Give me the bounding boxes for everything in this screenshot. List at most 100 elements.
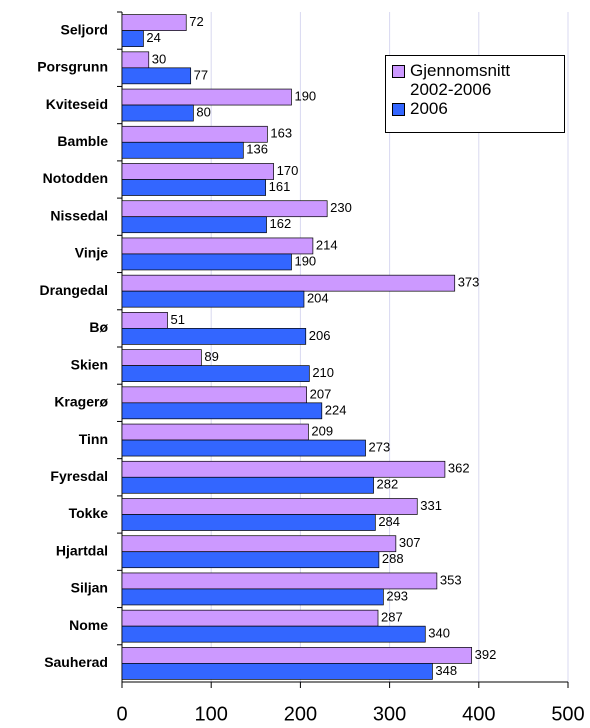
data-label: 282: [377, 477, 399, 492]
data-label: 207: [310, 386, 332, 401]
bar: [121, 535, 397, 553]
bar: [121, 312, 168, 329]
y-tick-label: Tokke: [69, 505, 109, 521]
bar: [121, 476, 374, 494]
y-tick-label: Drangedal: [40, 282, 108, 298]
data-label: 190: [294, 88, 316, 103]
bar: [121, 14, 187, 31]
data-label: 284: [378, 514, 400, 529]
bar: [121, 514, 376, 531]
bar: [121, 386, 307, 404]
legend-swatch: [392, 103, 405, 116]
data-label: 206: [309, 328, 331, 343]
data-label: 204: [307, 291, 329, 306]
data-label: 273: [369, 439, 391, 454]
data-label: 362: [448, 461, 470, 476]
data-label: 293: [386, 588, 408, 603]
data-label: 80: [196, 104, 210, 119]
x-tick-label: 500: [551, 703, 584, 725]
bar: [121, 402, 323, 420]
legend-swatch: [392, 65, 405, 78]
bar: [121, 290, 305, 308]
data-label: 230: [330, 200, 352, 215]
data-label: 210: [312, 365, 334, 380]
y-tick-label: Siljan: [71, 580, 108, 596]
y-tick-label: Bamble: [57, 133, 108, 149]
data-label: 51: [170, 312, 184, 327]
bar: [121, 439, 366, 457]
y-tick-label: Vinje: [75, 245, 108, 261]
x-tick-label: 0: [116, 703, 127, 725]
x-tick-label: 400: [462, 703, 495, 725]
data-label: 162: [270, 216, 292, 231]
data-label: 161: [269, 179, 291, 194]
data-label: 136: [246, 142, 268, 157]
bar: [121, 253, 292, 271]
y-tick-label: Tinn: [79, 431, 108, 447]
y-tick-label: Porsgrunn: [37, 59, 108, 75]
bar: [121, 551, 380, 569]
bar: [121, 141, 244, 159]
y-tick-label: Kragerø: [54, 394, 108, 410]
data-label: 170: [277, 163, 299, 178]
bar: [121, 349, 202, 366]
bar: [121, 67, 192, 85]
data-label: 348: [435, 663, 457, 678]
legend-label: Gjennomsnitt 2002-2006: [410, 61, 511, 99]
data-label: 89: [204, 349, 218, 364]
data-label: 353: [440, 572, 462, 587]
legend-label: 2006: [410, 99, 448, 118]
bar: [121, 237, 314, 255]
data-label: 331: [420, 498, 442, 513]
y-tick-label: Nissedal: [50, 207, 108, 223]
bar: [121, 274, 456, 292]
x-tick-label: 200: [284, 703, 317, 725]
bar: [121, 588, 384, 606]
bar: [121, 88, 292, 106]
bar: [121, 200, 328, 218]
legend-item: Gjennomsnitt 2002-2006: [392, 61, 558, 99]
y-tick-label: Bø: [89, 319, 108, 335]
data-label: 224: [325, 402, 347, 417]
y-tick-label: Fyresdal: [50, 468, 108, 484]
bar: [121, 625, 426, 643]
bar: [121, 365, 310, 382]
y-tick-label: Kviteseid: [46, 96, 108, 112]
data-label: 373: [458, 275, 480, 290]
legend: Gjennomsnitt 2002-2006 2006: [385, 55, 565, 133]
bar: [121, 498, 418, 515]
data-label: 163: [270, 126, 292, 141]
data-label: 190: [294, 253, 316, 268]
bar: [121, 460, 446, 478]
data-label: 214: [316, 237, 338, 252]
bar: [121, 423, 309, 441]
data-label: 72: [189, 14, 203, 29]
x-tick-label: 300: [373, 703, 406, 725]
bar: [121, 609, 379, 627]
data-label: 30: [152, 51, 166, 66]
x-tick-label: 100: [195, 703, 228, 725]
y-tick-label: Notodden: [43, 170, 108, 186]
data-label: 24: [146, 30, 160, 45]
data-label: 287: [381, 610, 403, 625]
legend-item: 2006: [392, 99, 558, 118]
y-tick-label: Skien: [71, 356, 108, 372]
y-tick-label: Nome: [69, 617, 108, 633]
bar: [121, 663, 433, 680]
data-label: 77: [194, 67, 208, 82]
data-label: 307: [399, 535, 421, 550]
bar: [121, 179, 266, 196]
data-label: 392: [475, 647, 497, 662]
y-tick-label: Hjartdal: [56, 542, 108, 558]
bar: [121, 104, 194, 122]
bar: [121, 572, 438, 590]
data-label: 288: [382, 551, 404, 566]
data-label: 209: [311, 423, 333, 438]
y-tick-label: Seljord: [61, 21, 108, 37]
bar: [121, 647, 473, 664]
y-tick-label: Sauherad: [44, 654, 108, 670]
bar: [121, 328, 307, 345]
bar: [121, 125, 268, 143]
bar: [121, 216, 267, 234]
